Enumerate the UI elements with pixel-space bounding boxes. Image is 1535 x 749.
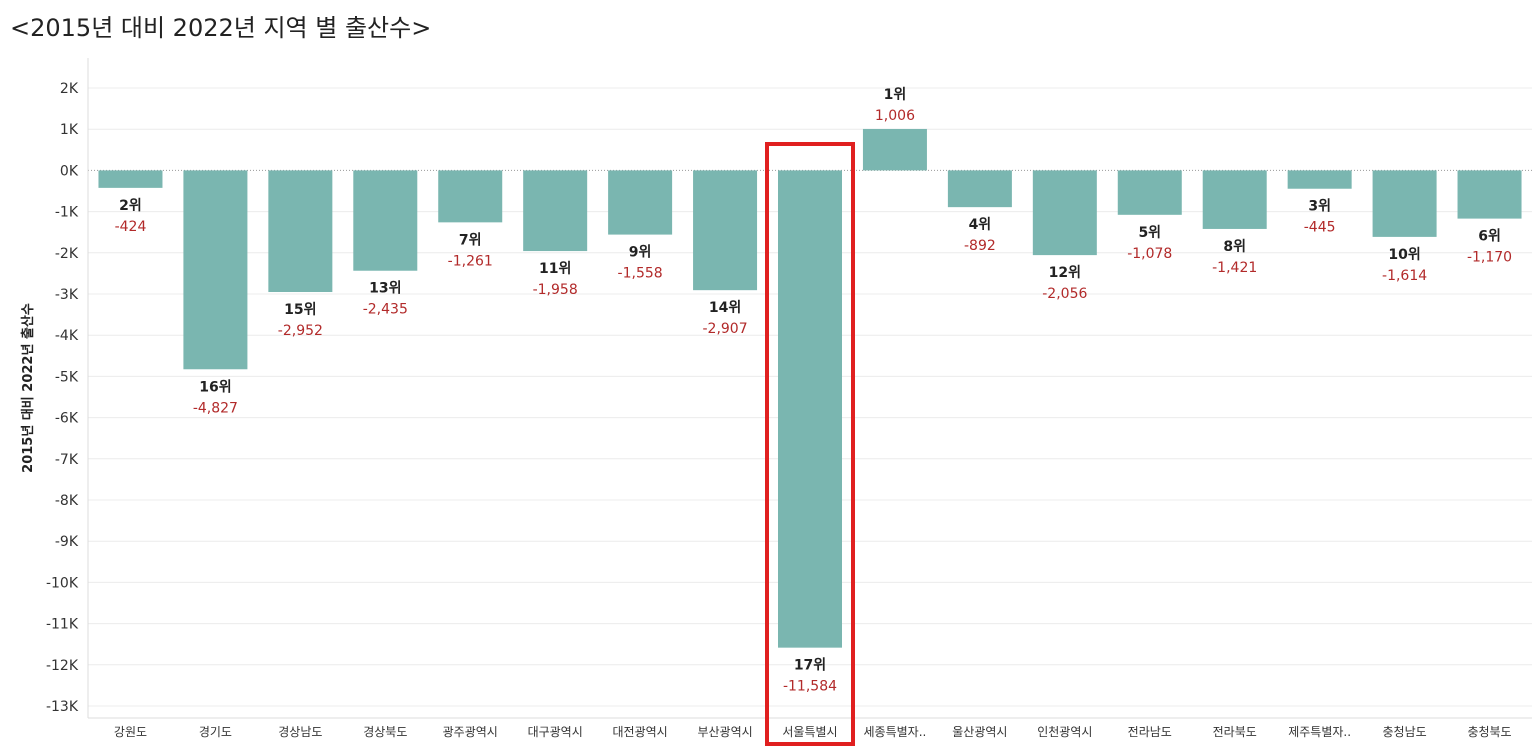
bar xyxy=(1032,170,1097,256)
x-tick-label: 경상남도 xyxy=(278,725,322,739)
value-label: -2,952 xyxy=(278,323,323,339)
value-label: -424 xyxy=(115,219,147,235)
value-label: -892 xyxy=(964,238,996,254)
value-label: -1,614 xyxy=(1382,268,1427,284)
x-tick-label: 충청남도 xyxy=(1383,725,1427,739)
value-label: -1,558 xyxy=(618,266,663,282)
x-tick-label: 대구광역시 xyxy=(528,725,583,739)
y-tick-label: 0K xyxy=(60,163,79,179)
rank-label: 14위 xyxy=(709,300,741,316)
rank-label: 16위 xyxy=(199,379,231,395)
value-label: -1,958 xyxy=(533,282,578,298)
bar xyxy=(947,170,1012,208)
rank-label: 3위 xyxy=(1308,199,1331,215)
y-tick-label: 2K xyxy=(60,81,79,97)
rank-label: 10위 xyxy=(1388,247,1420,263)
y-tick-label: -13K xyxy=(46,699,79,715)
y-tick-label: -12K xyxy=(46,658,79,674)
bar xyxy=(862,128,927,171)
rank-label: 9위 xyxy=(629,245,652,261)
y-tick-label: -10K xyxy=(46,575,79,591)
bar xyxy=(438,170,503,223)
highlight-box xyxy=(765,142,855,746)
value-label: -1,421 xyxy=(1212,260,1257,276)
bar xyxy=(183,170,248,370)
value-label: -1,078 xyxy=(1127,246,1172,262)
y-tick-label: -5K xyxy=(55,369,79,385)
bar xyxy=(98,170,163,188)
y-tick-label: -7K xyxy=(55,452,79,468)
value-label: -445 xyxy=(1304,220,1336,236)
highlight-layer xyxy=(765,142,855,746)
x-tick-label: 서울특별시 xyxy=(782,725,837,739)
bars xyxy=(98,128,1522,648)
x-tick-label: 경기도 xyxy=(199,725,232,739)
bar xyxy=(778,170,842,648)
y-tick-label: -4K xyxy=(55,328,79,344)
bar xyxy=(1202,170,1267,229)
rank-label: 12위 xyxy=(1049,265,1081,281)
x-tick-label: 울산광역시 xyxy=(952,725,1007,739)
bar xyxy=(523,170,588,252)
x-tick-label: 제주특별자.. xyxy=(1288,725,1351,739)
rank-label: 13위 xyxy=(369,281,401,297)
x-tick-label: 세종특별자.. xyxy=(864,725,927,739)
bar xyxy=(1287,170,1352,189)
value-label: 1,006 xyxy=(875,108,915,124)
chart-title: <2015년 대비 2022년 지역 별 출산수> xyxy=(10,14,432,42)
x-tick-label: 대전광역시 xyxy=(613,725,668,739)
rank-label: 7위 xyxy=(459,232,482,248)
value-label: -2,907 xyxy=(702,321,747,337)
bar xyxy=(1117,170,1182,215)
rank-label: 17위 xyxy=(794,658,826,674)
rank-label: 4위 xyxy=(969,217,992,233)
y-tick-label: -2K xyxy=(55,246,79,262)
y-tick-label: -1K xyxy=(55,205,79,221)
rank-label: 6위 xyxy=(1478,229,1501,245)
bar xyxy=(268,170,333,293)
x-tick-label: 충청북도 xyxy=(1467,725,1511,739)
y-tick-label: -9K xyxy=(55,534,79,550)
value-label: -2,056 xyxy=(1042,286,1087,302)
value-label: -1,170 xyxy=(1467,250,1512,266)
bar xyxy=(1457,170,1522,219)
y-axis-title: 2015년 대비 2022년 출산수 xyxy=(20,303,36,473)
bar xyxy=(608,170,673,235)
value-label: -1,261 xyxy=(448,253,493,269)
rank-label: 2위 xyxy=(119,198,142,214)
rank-label: 11위 xyxy=(539,261,571,277)
y-tick-label: -3K xyxy=(55,287,79,303)
x-tick-label: 인천광역시 xyxy=(1037,724,1092,739)
x-tick-label: 강원도 xyxy=(114,725,147,739)
y-tick-label: 1K xyxy=(60,122,79,138)
y-axis: 2K 1K 0K -1K -2K -3K -4K -5K -6K -7K -8K -9K -10K -11… xyxy=(46,58,1532,719)
rank-label: 15위 xyxy=(284,302,316,318)
value-label: -4,827 xyxy=(193,400,238,416)
rank-label: 8위 xyxy=(1223,239,1246,255)
value-label: -11,584 xyxy=(783,679,837,695)
y-tick-label: -6K xyxy=(55,411,79,427)
x-tick-label: 광주광역시 xyxy=(443,725,498,739)
y-tick-label: -8K xyxy=(55,493,79,509)
x-tick-label: 부산광역시 xyxy=(697,725,752,739)
data-labels: 2위 -424 16위 -4,827 15위 -2,952 13위 -2,435 7위 -1,26… xyxy=(115,87,1513,695)
bar xyxy=(353,170,418,271)
rank-label: 5위 xyxy=(1138,225,1161,241)
bar xyxy=(693,170,758,291)
x-tick-label: 경상북도 xyxy=(363,725,407,739)
x-axis: 강원도 경기도 경상남도 경상북도 광주광역시 대구광역시 대전광역시 부산광역시 서울특별시 세… xyxy=(114,724,1512,739)
rank-label: 1위 xyxy=(884,87,907,103)
y-tick-label: -11K xyxy=(46,617,79,633)
bar xyxy=(1372,170,1437,237)
x-tick-label: 전라남도 xyxy=(1128,725,1172,739)
value-label: -2,435 xyxy=(363,302,408,318)
x-tick-label: 전라북도 xyxy=(1213,725,1257,739)
